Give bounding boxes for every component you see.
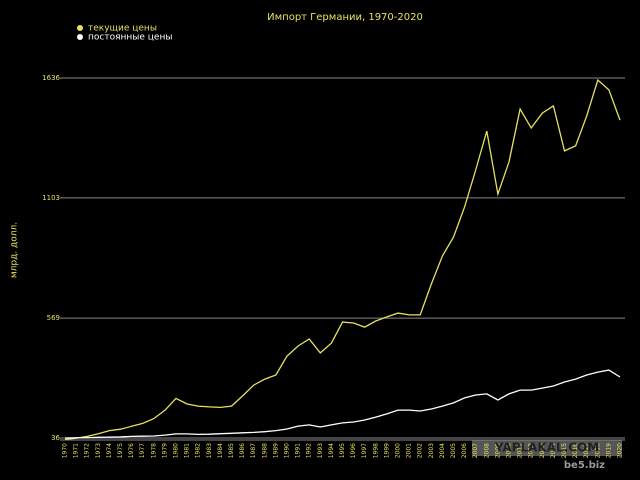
x-tick-label: 2011 xyxy=(517,443,524,458)
x-tick-label: 2009 xyxy=(494,443,501,458)
watermark: be5.biz xyxy=(564,460,605,471)
x-tick-label: 2020 xyxy=(617,443,624,458)
x-tick-label: 1992 xyxy=(306,443,313,458)
x-tick-label: 1999 xyxy=(383,443,390,458)
x-tick-label: 1981 xyxy=(184,443,191,458)
x-tick-label: 2013 xyxy=(539,443,546,458)
y-tick-label: 36 xyxy=(51,434,60,442)
legend-label: текущие цены xyxy=(88,24,157,34)
x-tick-label: 2008 xyxy=(483,443,490,458)
series-line xyxy=(64,369,621,439)
x-tick-label: 2019 xyxy=(605,443,612,458)
x-tick-label: 2001 xyxy=(406,443,413,458)
x-tick-label: 1998 xyxy=(372,443,379,458)
x-tick-label: 1994 xyxy=(328,443,335,458)
x-tick-label: 1971 xyxy=(73,443,80,458)
x-tick-label: 1985 xyxy=(228,443,235,458)
x-tick-label: 1979 xyxy=(161,443,168,458)
legend-marker xyxy=(77,25,83,31)
legend-label: постоянные цены xyxy=(88,33,172,43)
y-tick-label: 1636 xyxy=(42,74,60,82)
x-tick-label: 2007 xyxy=(472,443,479,458)
x-tick-label: 1989 xyxy=(272,443,279,458)
x-tick-label: 1990 xyxy=(284,443,291,458)
x-tick-label: 1983 xyxy=(206,443,213,458)
x-tick-label: 2000 xyxy=(395,443,402,458)
x-tick-label: 1993 xyxy=(317,443,324,458)
x-tick-label: 1972 xyxy=(84,443,91,458)
x-tick-label: 1975 xyxy=(117,443,124,458)
x-tick-label: 2002 xyxy=(417,443,424,458)
x-tick-label: 1991 xyxy=(295,443,302,458)
x-tick-label: 1986 xyxy=(239,443,246,458)
x-tick-label: 1996 xyxy=(350,443,357,458)
x-tick-label: 1976 xyxy=(128,443,135,458)
x-tick-label: 2012 xyxy=(528,443,535,458)
x-tick-label: 2004 xyxy=(439,443,446,458)
watermark: YAPLAKAL.COM xyxy=(494,441,599,455)
chart-title: Импорт Германии, 1970-2020 xyxy=(267,12,423,23)
x-tick-label: 2010 xyxy=(506,443,513,458)
legend-marker xyxy=(77,34,83,40)
x-tick-label: 2015 xyxy=(561,443,568,458)
x-tick-label: 1984 xyxy=(217,443,224,458)
x-tick-label: 2018 xyxy=(594,443,601,458)
x-tick-label: 2006 xyxy=(461,443,468,458)
x-tick-label: 1987 xyxy=(250,443,257,458)
x-tick-label: 1974 xyxy=(106,443,113,458)
x-tick-label: 2005 xyxy=(450,443,457,458)
x-tick-label: 1973 xyxy=(95,443,102,458)
x-tick-label: 1978 xyxy=(150,443,157,458)
x-tick-label: 2014 xyxy=(550,443,557,458)
x-tick-label: 2017 xyxy=(583,443,590,458)
x-tick-label: 2016 xyxy=(572,443,579,458)
x-tick-label: 1980 xyxy=(173,443,180,458)
y-axis-label: млрд. долл. xyxy=(10,222,20,278)
x-tick-label: 1997 xyxy=(361,443,368,458)
y-tick-label: 569 xyxy=(47,314,60,322)
x-tick-label: 1970 xyxy=(62,443,69,458)
watermark-box xyxy=(472,440,622,456)
x-tick-label: 1995 xyxy=(339,443,346,458)
x-tick-label: 1977 xyxy=(139,443,146,458)
x-tick-label: 1988 xyxy=(261,443,268,458)
x-tick-label: 1982 xyxy=(195,443,202,458)
series-line xyxy=(64,78,621,441)
x-tick-label: 2003 xyxy=(428,443,435,458)
y-tick-label: 1103 xyxy=(42,194,60,202)
